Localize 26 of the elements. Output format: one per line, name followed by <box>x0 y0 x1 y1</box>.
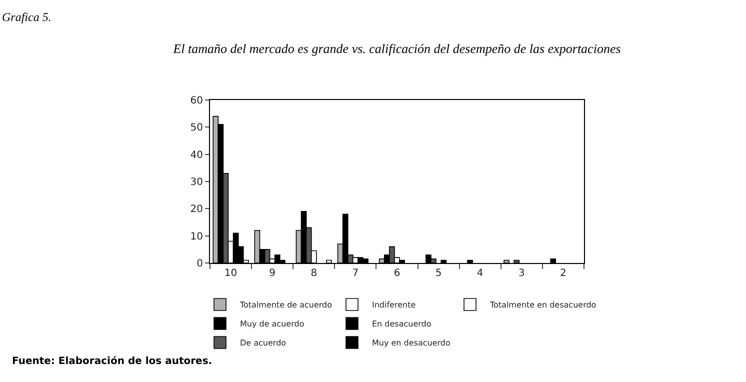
y-tick-label: 40 <box>190 150 203 161</box>
x-tick-label: 7 <box>352 268 359 279</box>
legend-label: Indiferente <box>372 300 416 310</box>
x-tick-label: 3 <box>518 268 525 279</box>
legend-label: Totalmente de acuerdo <box>239 300 332 310</box>
y-tick-label: 50 <box>190 122 203 134</box>
y-tick-label: 60 <box>190 96 203 106</box>
y-tick-label: 30 <box>190 177 203 188</box>
legend-label: Muy de acuerdo <box>240 320 304 329</box>
x-tick-label: 9 <box>269 268 276 279</box>
x-tick-label: 6 <box>394 268 400 279</box>
x-tick-label: 10 <box>224 268 238 279</box>
chart-title: El tamaño del mercado es grande vs. calificación del desempeño de las exportaciones <box>172 41 621 56</box>
y-tick-label: 10 <box>190 231 203 242</box>
legend-label: Totalmente en desacuerdo <box>489 300 596 310</box>
x-tick-label: 4 <box>476 268 484 279</box>
text: Grafica 5. <box>2 10 52 24</box>
legend-label: En desacuerdo <box>372 320 432 329</box>
x-tick-label: 2 <box>560 268 566 279</box>
y-tick-label: 20 <box>190 204 203 216</box>
x-tick-label: 5 <box>435 268 442 279</box>
legend-label: Muy en desacuerdo <box>372 338 450 348</box>
legend-label: De acuerdo <box>240 338 286 348</box>
y-tick-label: 0 <box>196 258 203 270</box>
source-note: Fuente: Elaboración de los autores. <box>12 356 212 367</box>
x-tick-label: 8 <box>310 268 318 279</box>
